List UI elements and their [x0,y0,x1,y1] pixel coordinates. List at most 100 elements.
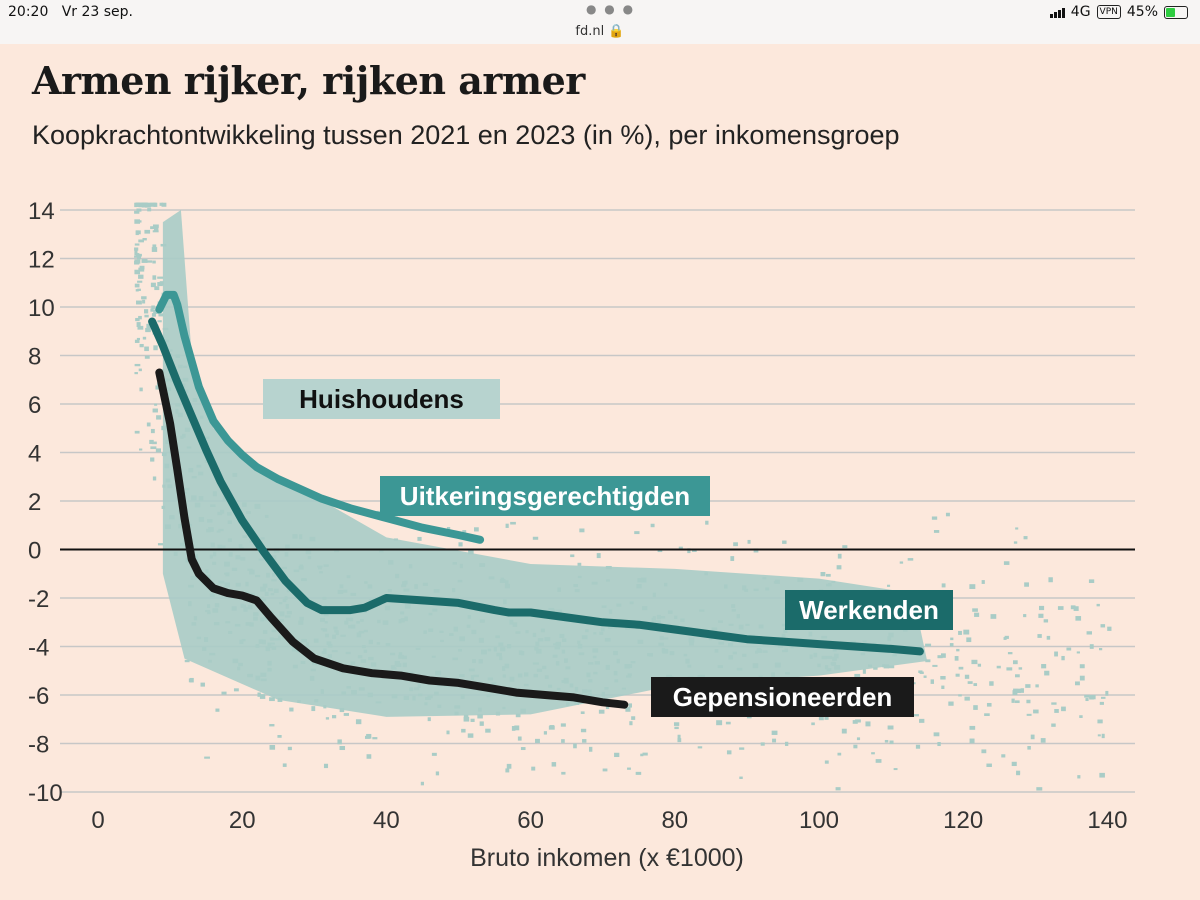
scatter-dot [356,621,360,624]
scatter-dot [955,673,960,677]
scatter-dot [1003,561,1010,565]
scatter-dot [640,753,644,757]
scatter-dot [573,743,577,749]
scatter-dot [333,626,338,630]
scatter-dot [739,776,743,779]
scatter-dot [1097,719,1103,724]
scatter-dot [525,630,529,634]
scatter-dot [175,403,181,407]
scatter-dot [161,202,167,207]
scatter-dot [327,643,333,648]
scatter-dot [888,632,894,638]
scatter-dot [260,617,265,622]
scatter-dot [422,582,428,586]
scatter-dot [771,672,775,678]
scatter-dot [215,708,220,712]
scatter-dot [1013,541,1018,544]
chart-subtitle: Koopkrachtontwikkeling tussen 2021 en 20… [32,120,900,150]
scatter-dot [368,639,373,645]
scatter-dot [338,590,344,595]
scatter-dot [614,679,619,683]
scatter-dot [472,659,476,664]
scatter-dot [194,556,199,561]
scatter-dot [495,635,500,639]
scatter-dot [1001,754,1006,758]
scatter-dot [958,666,964,670]
scatter-dot [198,471,204,476]
scatter-dot [218,528,224,532]
scatter-dot [578,652,585,656]
scatter-dot [348,625,353,629]
scatter-dot [343,589,348,593]
scatter-dot [400,618,405,623]
scatter-dot [258,639,263,644]
scatter-dot [398,654,404,659]
scatter-dot [1043,619,1049,623]
scatter-dot [264,591,269,596]
scatter-dot [606,579,610,582]
url-bar[interactable]: fd.nl 🔒 [575,24,625,39]
scatter-dot [135,289,139,292]
scatter-dot [344,620,349,625]
scatter-dot [586,672,591,678]
scatter-dot [323,763,329,769]
scatter-dot [146,323,153,329]
scatter-dot [593,632,597,635]
scatter-dot [184,487,190,491]
scatter-dot [1011,761,1017,767]
scatter-dot [782,540,787,544]
scatter-dot [478,707,482,712]
scatter-dot [544,637,551,642]
scatter-dot [363,649,368,653]
scatter-dot [662,649,669,654]
scatter-dot [156,415,162,420]
scatter-dot [158,313,164,317]
scatter-dot [161,425,168,431]
scatter-dot [493,646,497,652]
scatter-dot [136,322,141,327]
scatter-dot [144,229,151,234]
scatter-dot [207,519,213,523]
scatter-dot [468,668,475,672]
scatter-dot [487,648,492,652]
tab-overview-dots-icon[interactable]: ● ● ● [586,2,636,16]
scatter-dot [207,611,211,615]
scatter-dot [285,544,290,549]
scatter-dot [981,580,985,584]
scatter-dot [498,642,504,647]
scatter-dot [625,707,631,712]
scatter-dot [241,638,246,642]
scatter-dot [193,616,198,621]
scatter-dot [996,665,1001,669]
scatter-dot [384,605,391,611]
scatter-dot [777,643,783,648]
scatter-dot [683,653,688,657]
series-line-uitkeringsgerechtigden [155,290,485,544]
scatter-dot [466,624,471,628]
scatter-dot [285,603,289,609]
scatter-dot [227,512,232,516]
scatter-dot [194,502,201,508]
scatter-dot [165,387,172,392]
scatter-dot [1018,667,1023,670]
scatter-dot [1025,684,1031,688]
scatter-dot [728,655,734,660]
scatter-dot [500,647,506,652]
scatter-dot [1030,734,1035,740]
scatter-dot [139,265,145,270]
scatter-dot [680,618,685,623]
scatter-dot [555,641,561,647]
scatter-dot [973,705,978,710]
scatter-dot [214,603,220,608]
scatter-dot [135,317,140,322]
werkenden-label-box [785,590,953,630]
scatter-dot [219,545,226,549]
scatter-dot [629,601,634,605]
scatter-dot [535,641,540,647]
scatter-dot [650,523,655,528]
scatter-dot [268,645,274,649]
scatter-dot [605,565,612,570]
scatter-dot [855,719,861,723]
scatter-dot [361,645,366,649]
scatter-dot [548,684,553,688]
